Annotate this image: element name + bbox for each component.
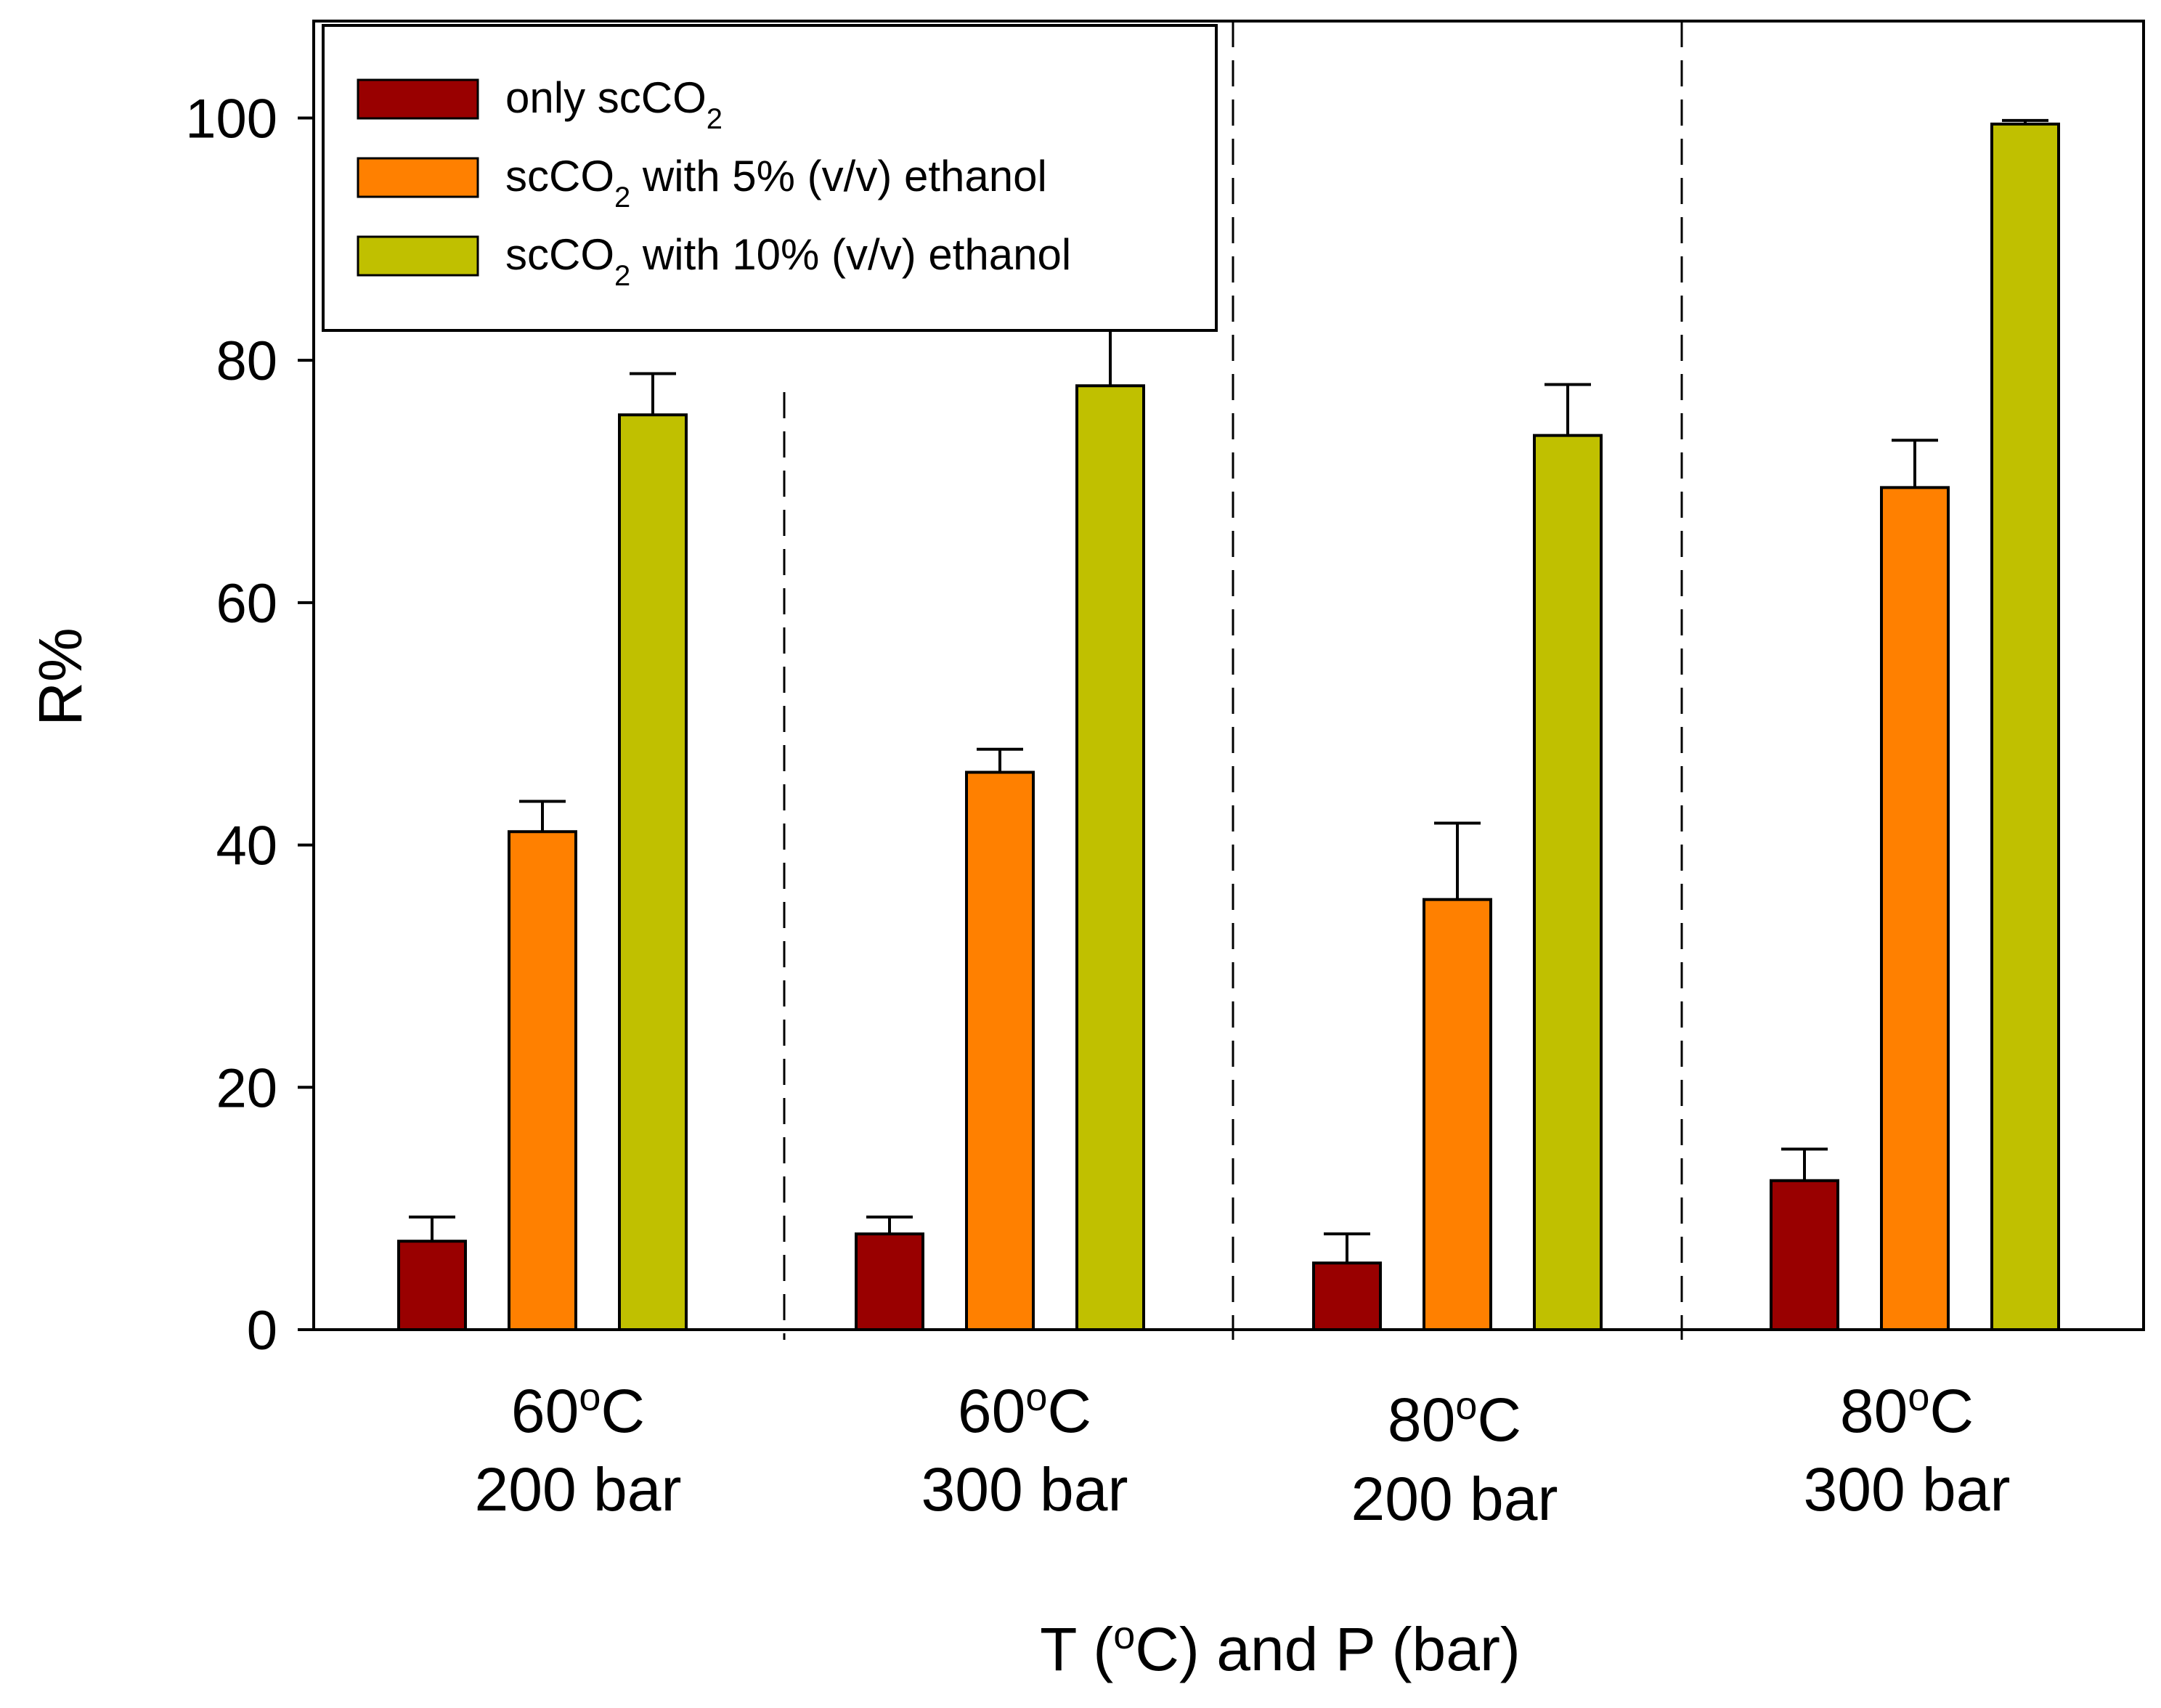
bar [855, 1232, 924, 1331]
y-tick-label: 80 [216, 330, 277, 392]
bar [1312, 1261, 1382, 1331]
legend-label-2: scCO2 with 5% (v/v) ethanol [505, 152, 1047, 214]
bar [1533, 434, 1603, 1332]
x-axis-title: T (oC) and P (bar) [1040, 1614, 1521, 1683]
bar [618, 413, 688, 1331]
y-tick-label: 20 [216, 1057, 277, 1119]
bars-layer [397, 118, 2060, 1332]
category-label-4: 80oC 300 bar [1804, 1375, 2011, 1524]
svg-text:300 bar: 300 bar [1804, 1455, 2011, 1524]
bar [1880, 486, 1950, 1331]
legend-label-3: scCO2 with 10% (v/v) ethanol [505, 230, 1071, 292]
y-tick-label: 0 [247, 1300, 277, 1362]
svg-text:200 bar: 200 bar [475, 1455, 682, 1524]
legend-swatch-3 [357, 235, 479, 277]
bar [1075, 384, 1145, 1331]
bar [1770, 1179, 1839, 1331]
svg-text:80oC: 80oC [1840, 1375, 1974, 1445]
svg-text:60oC: 60oC [958, 1375, 1091, 1445]
category-label-2: 60oC 300 bar [921, 1375, 1128, 1524]
svg-text:300 bar: 300 bar [921, 1455, 1128, 1524]
legend-swatch-1 [357, 78, 479, 120]
bar [965, 770, 1035, 1331]
legend: only scCO2 scCO2 with 5% (v/v) ethanol s… [322, 24, 1218, 332]
bar [397, 1240, 467, 1331]
plot-frame [312, 20, 2145, 1331]
bar [1423, 898, 1492, 1331]
y-tick-label: 40 [216, 816, 277, 877]
bar [1990, 122, 2060, 1331]
category-label-1: 60oC 200 bar [475, 1375, 682, 1524]
bar [508, 830, 577, 1331]
y-axis-title: R% [26, 627, 94, 725]
category-label-3: 80oC 200 bar [1351, 1384, 1558, 1533]
y-axis: 0 20 40 60 80 100 [185, 88, 314, 1362]
legend-swatch-2 [357, 157, 479, 198]
svg-text:60oC: 60oC [511, 1375, 645, 1445]
legend-label-1: only scCO2 [505, 73, 723, 135]
y-tick-label: 60 [216, 573, 277, 635]
svg-text:80oC: 80oC [1388, 1384, 1521, 1454]
y-tick-label: 100 [185, 88, 277, 150]
svg-text:200 bar: 200 bar [1351, 1465, 1558, 1533]
